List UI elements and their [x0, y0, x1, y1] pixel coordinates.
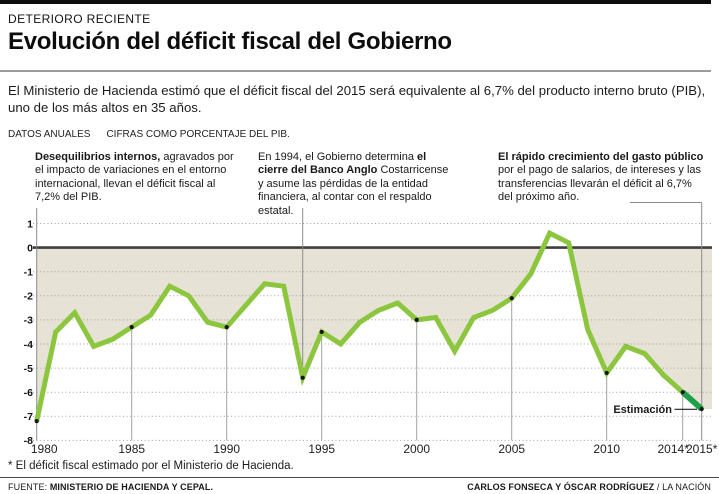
kicker: DETERIORO RECIENTE: [8, 12, 151, 26]
source-label: FUENTE:: [8, 482, 50, 492]
annotation-1994-banco-anglo: En 1994, el Gobierno determina el cierre…: [258, 151, 455, 218]
data-frequency-right: CIFRAS COMO PORCENTAJE DEL PIB.: [106, 129, 290, 140]
deficit-line-estimated: [680, 390, 704, 412]
top-accent-bar: [0, 0, 711, 4]
svg-text:-5: -5: [24, 363, 33, 375]
svg-text:-8: -8: [24, 435, 33, 447]
svg-text:-4: -4: [24, 339, 33, 351]
footer-divider: [0, 477, 719, 478]
annotation-2-bold: el cierre del Banco Anglo: [258, 151, 427, 177]
svg-text:-7: -7: [24, 411, 33, 423]
annotation-3-text: por el pago de salarios, de intereses y …: [498, 164, 702, 204]
svg-text:1990: 1990: [213, 442, 240, 456]
author-credit: CARLOS FONSECA Y ÓSCAR RODRÍGUEZ / LA NA…: [467, 482, 711, 492]
intro-line-1: El Ministerio de Hacienda estimó que el …: [8, 83, 706, 98]
svg-text:-3: -3: [24, 315, 33, 327]
page-title: Evolución del déficit fiscal del Gobiern…: [8, 28, 452, 55]
svg-text:1: 1: [27, 218, 33, 230]
svg-text:-2: -2: [24, 291, 33, 303]
data-frequency-left: DATOS ANUALES: [8, 129, 91, 140]
svg-text:1985: 1985: [118, 442, 145, 456]
annotation-2-text: Costarricense y asume las pérdidas de la…: [258, 164, 449, 217]
source-credit: FUENTE: MINISTERIO DE HACIENDA Y CEPAL.: [8, 482, 213, 492]
publication-name: / LA NACIÓN: [654, 482, 711, 492]
annotation-2015-gasto-publico: El rápido crecimiento del gasto público …: [498, 151, 705, 205]
title-divider: [0, 70, 711, 72]
author-names: CARLOS FONSECA Y ÓSCAR RODRÍGUEZ: [467, 482, 655, 492]
y-axis-labels: 1 0 -1 -2 -3 -4 -5 -6 -7 -8: [24, 218, 34, 447]
annotation-2-pre: En 1994, el Gobierno determina: [258, 151, 417, 163]
svg-text:-1: -1: [24, 267, 33, 279]
estimation-label: Estimación: [613, 404, 672, 416]
svg-text:2000: 2000: [403, 442, 430, 456]
svg-text:1980: 1980: [31, 442, 58, 456]
svg-text:-6: -6: [24, 387, 33, 399]
deficit-area-fill: [36, 247, 712, 422]
deficit-line-observed: [34, 229, 685, 422]
intro-line-2: uno de los más altos en 35 años.: [8, 100, 202, 115]
annotation-1-bold: Desequilibrios internos,: [35, 151, 161, 163]
svg-text:2014*: 2014*: [658, 442, 690, 456]
data-point-markers: [34, 296, 704, 424]
svg-text:2005: 2005: [498, 442, 525, 456]
intro-paragraph: El Ministerio de Hacienda estimó que el …: [8, 82, 714, 116]
data-frequency-label: DATOS ANUALES CIFRAS COMO PORCENTAJE DEL …: [8, 129, 290, 140]
annotation-1980-desequilibrios: Desequilibrios internos, agravados por e…: [35, 151, 237, 205]
gridlines: [33, 223, 712, 441]
annotation-3-bold: El rápido crecimiento del gasto público: [498, 151, 704, 163]
svg-text:1995: 1995: [308, 442, 335, 456]
footnote: * El déficit fiscal estimado por el Mini…: [8, 460, 294, 472]
annotation-1-text: agravados por el impacto de variaciones …: [35, 151, 234, 204]
svg-text:2010: 2010: [593, 442, 620, 456]
svg-text:2015*: 2015*: [686, 442, 718, 456]
year-tick-lines: [36, 202, 703, 441]
svg-text:0: 0: [27, 242, 33, 254]
x-axis-labels: 1980 1985 1990 1995 2000 2005 2010 2014*2015*: [31, 442, 718, 456]
source-name: MINISTERIO DE HACIENDA Y CEPAL.: [49, 482, 214, 492]
